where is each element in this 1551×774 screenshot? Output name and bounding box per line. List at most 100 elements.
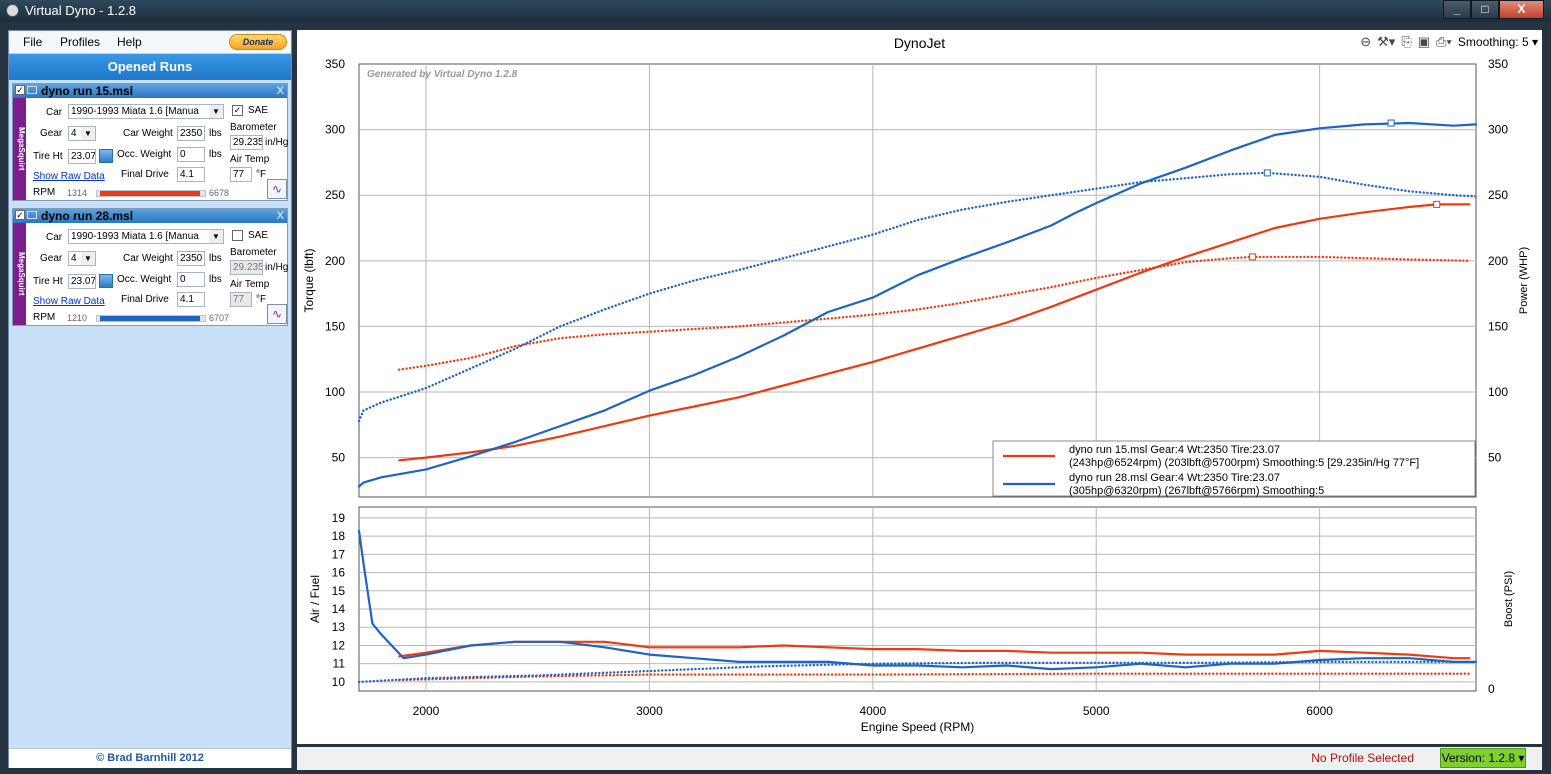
boost-tick-label: 0 bbox=[1488, 682, 1495, 696]
run-collapse-icon[interactable] bbox=[27, 211, 37, 219]
car-select[interactable]: 1990-1993 Miata 1.6 [Manua ▼ bbox=[68, 229, 224, 244]
y-tick-label: 350 bbox=[325, 57, 345, 71]
occupant-weight-input[interactable]: 0 bbox=[177, 272, 205, 287]
rpm-range-slider[interactable] bbox=[96, 190, 206, 197]
menu-bar: File Profiles Help Donate bbox=[9, 31, 291, 54]
copyright-footer: © Brad Barnhill 2012 bbox=[9, 748, 291, 768]
rpm-min-value: 1314 bbox=[67, 188, 88, 198]
y2-axis-label: Power (WHP) bbox=[1518, 247, 1530, 314]
series-ref-line bbox=[357, 660, 1478, 684]
barometer-unit: in/Hg bbox=[265, 137, 289, 148]
smoothing-dropdown[interactable]: Smoothing: 5 ▾ bbox=[1458, 35, 1538, 49]
barometer-input[interactable]: 29.235 bbox=[230, 260, 263, 275]
graph-options-icon[interactable]: ∿ bbox=[267, 179, 287, 199]
peak-marker bbox=[1387, 119, 1395, 127]
run-header: ✓ dyno run 28.msl X bbox=[13, 209, 287, 223]
afr-tick-label: 16 bbox=[332, 566, 346, 580]
occupant-weight-label: Occ. Weight bbox=[117, 274, 172, 285]
menu-profiles[interactable]: Profiles bbox=[60, 35, 101, 49]
y-tick-label: 100 bbox=[325, 385, 345, 399]
zoom-out-icon[interactable]: ⊖ bbox=[1360, 34, 1372, 49]
watermark: Generated by Virtual Dyno 1.2.8 bbox=[367, 69, 518, 80]
y-axis-label: Torque (lbft) bbox=[302, 248, 316, 312]
afr-tick-label: 12 bbox=[332, 638, 346, 652]
tire-height-input[interactable]: 23.07 bbox=[68, 274, 96, 289]
tools-icon[interactable]: ⚒▾ bbox=[1377, 34, 1396, 49]
rpm-label: RPM bbox=[33, 187, 56, 198]
menu-help[interactable]: Help bbox=[117, 35, 142, 49]
legend-line2: (305hp@6320rpm) (267lbft@5766rpm) Smooth… bbox=[1069, 485, 1324, 497]
graph-options-icon[interactable]: ∿ bbox=[267, 304, 287, 324]
menu-file[interactable]: File bbox=[23, 35, 43, 49]
series-ref-line bbox=[398, 672, 1471, 682]
run-collapse-icon[interactable] bbox=[27, 86, 37, 94]
rpm-range-slider[interactable] bbox=[96, 315, 206, 322]
afr-tick-label: 19 bbox=[332, 511, 346, 525]
ecu-label: MegaSquirt bbox=[13, 223, 26, 325]
torque-plot-area bbox=[358, 63, 1477, 498]
window-title: Virtual Dyno - 1.2.8 bbox=[25, 3, 137, 18]
x-tick-label: 4000 bbox=[859, 704, 886, 718]
series-power-line bbox=[357, 121, 1478, 488]
maximize-button[interactable]: □ bbox=[1471, 0, 1499, 19]
lbs-unit: lbs bbox=[209, 253, 222, 264]
series-torque-line bbox=[398, 255, 1471, 371]
chart-panel: DynoJet ⊖ ⚒▾ ⎘ ▣ ⎙▾ Smoothing: 5 ▾ 200 0 3… bbox=[297, 30, 1542, 744]
air-temp-label: Air Temp bbox=[230, 154, 270, 165]
x-tick-label: 6000 bbox=[1306, 704, 1333, 718]
afr-axis-label: Air / Fuel bbox=[308, 575, 322, 623]
rpm-range-fill bbox=[100, 316, 200, 321]
save-icon[interactable]: ▣ bbox=[1417, 34, 1431, 49]
version-dropdown[interactable]: Version: 1.2.8 ▾ bbox=[1440, 748, 1526, 768]
y-tick-label: 300 bbox=[325, 123, 345, 137]
sae-checkbox[interactable] bbox=[232, 230, 243, 241]
sae-checkbox[interactable]: ✓ bbox=[232, 105, 243, 116]
gear-select[interactable]: 4 ▼ bbox=[68, 251, 96, 266]
legend-line1: dyno run 15.msl Gear:4 Wt:2350 Tire:23.0… bbox=[1069, 444, 1280, 456]
gear-label: Gear bbox=[40, 253, 63, 264]
final-drive-label: Final Drive bbox=[121, 294, 169, 305]
occupant-weight-input[interactable]: 0 bbox=[177, 147, 205, 162]
final-drive-input[interactable]: 4.1 bbox=[177, 167, 205, 182]
run-name: dyno run 28.msl bbox=[41, 209, 134, 223]
car-label: Car bbox=[46, 232, 63, 243]
y2-tick-label: 50 bbox=[1488, 451, 1502, 465]
barometer-label: Barometer bbox=[230, 122, 277, 133]
car-weight-input[interactable]: 2350 bbox=[177, 126, 205, 141]
run-name: dyno run 15.msl bbox=[41, 84, 134, 98]
print-icon[interactable]: ⎙▾ bbox=[1436, 34, 1452, 49]
run-visible-checkbox[interactable]: ✓ bbox=[15, 85, 25, 95]
show-raw-data-link[interactable]: Show Raw Data bbox=[33, 296, 105, 307]
car-weight-input[interactable]: 2350 bbox=[177, 251, 205, 266]
afr-tick-label: 18 bbox=[332, 529, 346, 543]
y2-tick-label: 250 bbox=[1488, 188, 1508, 202]
gear-select[interactable]: 4 ▼ bbox=[68, 126, 96, 141]
air-temp-input[interactable]: 77 bbox=[230, 167, 252, 182]
chart-title: DynoJet bbox=[893, 35, 946, 51]
chevron-down-icon: ▼ bbox=[81, 127, 95, 140]
calculator-icon[interactable] bbox=[99, 274, 113, 288]
y-tick-label: 200 bbox=[325, 254, 345, 268]
y-tick-label: 250 bbox=[325, 188, 345, 202]
ecu-label: MegaSquirt bbox=[13, 98, 26, 200]
tire-height-input[interactable]: 23.07 bbox=[68, 149, 96, 164]
calculator-icon[interactable] bbox=[99, 149, 113, 163]
show-raw-data-link[interactable]: Show Raw Data bbox=[33, 171, 105, 182]
copy-icon[interactable]: ⎘ bbox=[1401, 34, 1412, 49]
temp-unit: °F bbox=[256, 169, 267, 180]
donate-button[interactable]: Donate bbox=[229, 34, 287, 50]
run-visible-checkbox[interactable]: ✓ bbox=[15, 210, 25, 220]
final-drive-input[interactable]: 4.1 bbox=[177, 292, 205, 307]
afr-tick-label: 15 bbox=[332, 584, 346, 598]
car-select[interactable]: 1990-1993 Miata 1.6 [Manua ▼ bbox=[68, 104, 224, 119]
lbs-unit: lbs bbox=[209, 128, 222, 139]
close-button[interactable]: X bbox=[1499, 0, 1544, 19]
y-tick-label: 150 bbox=[325, 319, 345, 333]
run-close-icon[interactable]: X bbox=[276, 210, 284, 222]
air-temp-input[interactable]: 77 bbox=[230, 292, 252, 307]
series-torque-line bbox=[357, 171, 1478, 423]
minimize-button[interactable]: _ bbox=[1443, 0, 1471, 19]
barometer-input[interactable]: 29.235 bbox=[230, 135, 263, 150]
run-close-icon[interactable]: X bbox=[276, 85, 284, 97]
